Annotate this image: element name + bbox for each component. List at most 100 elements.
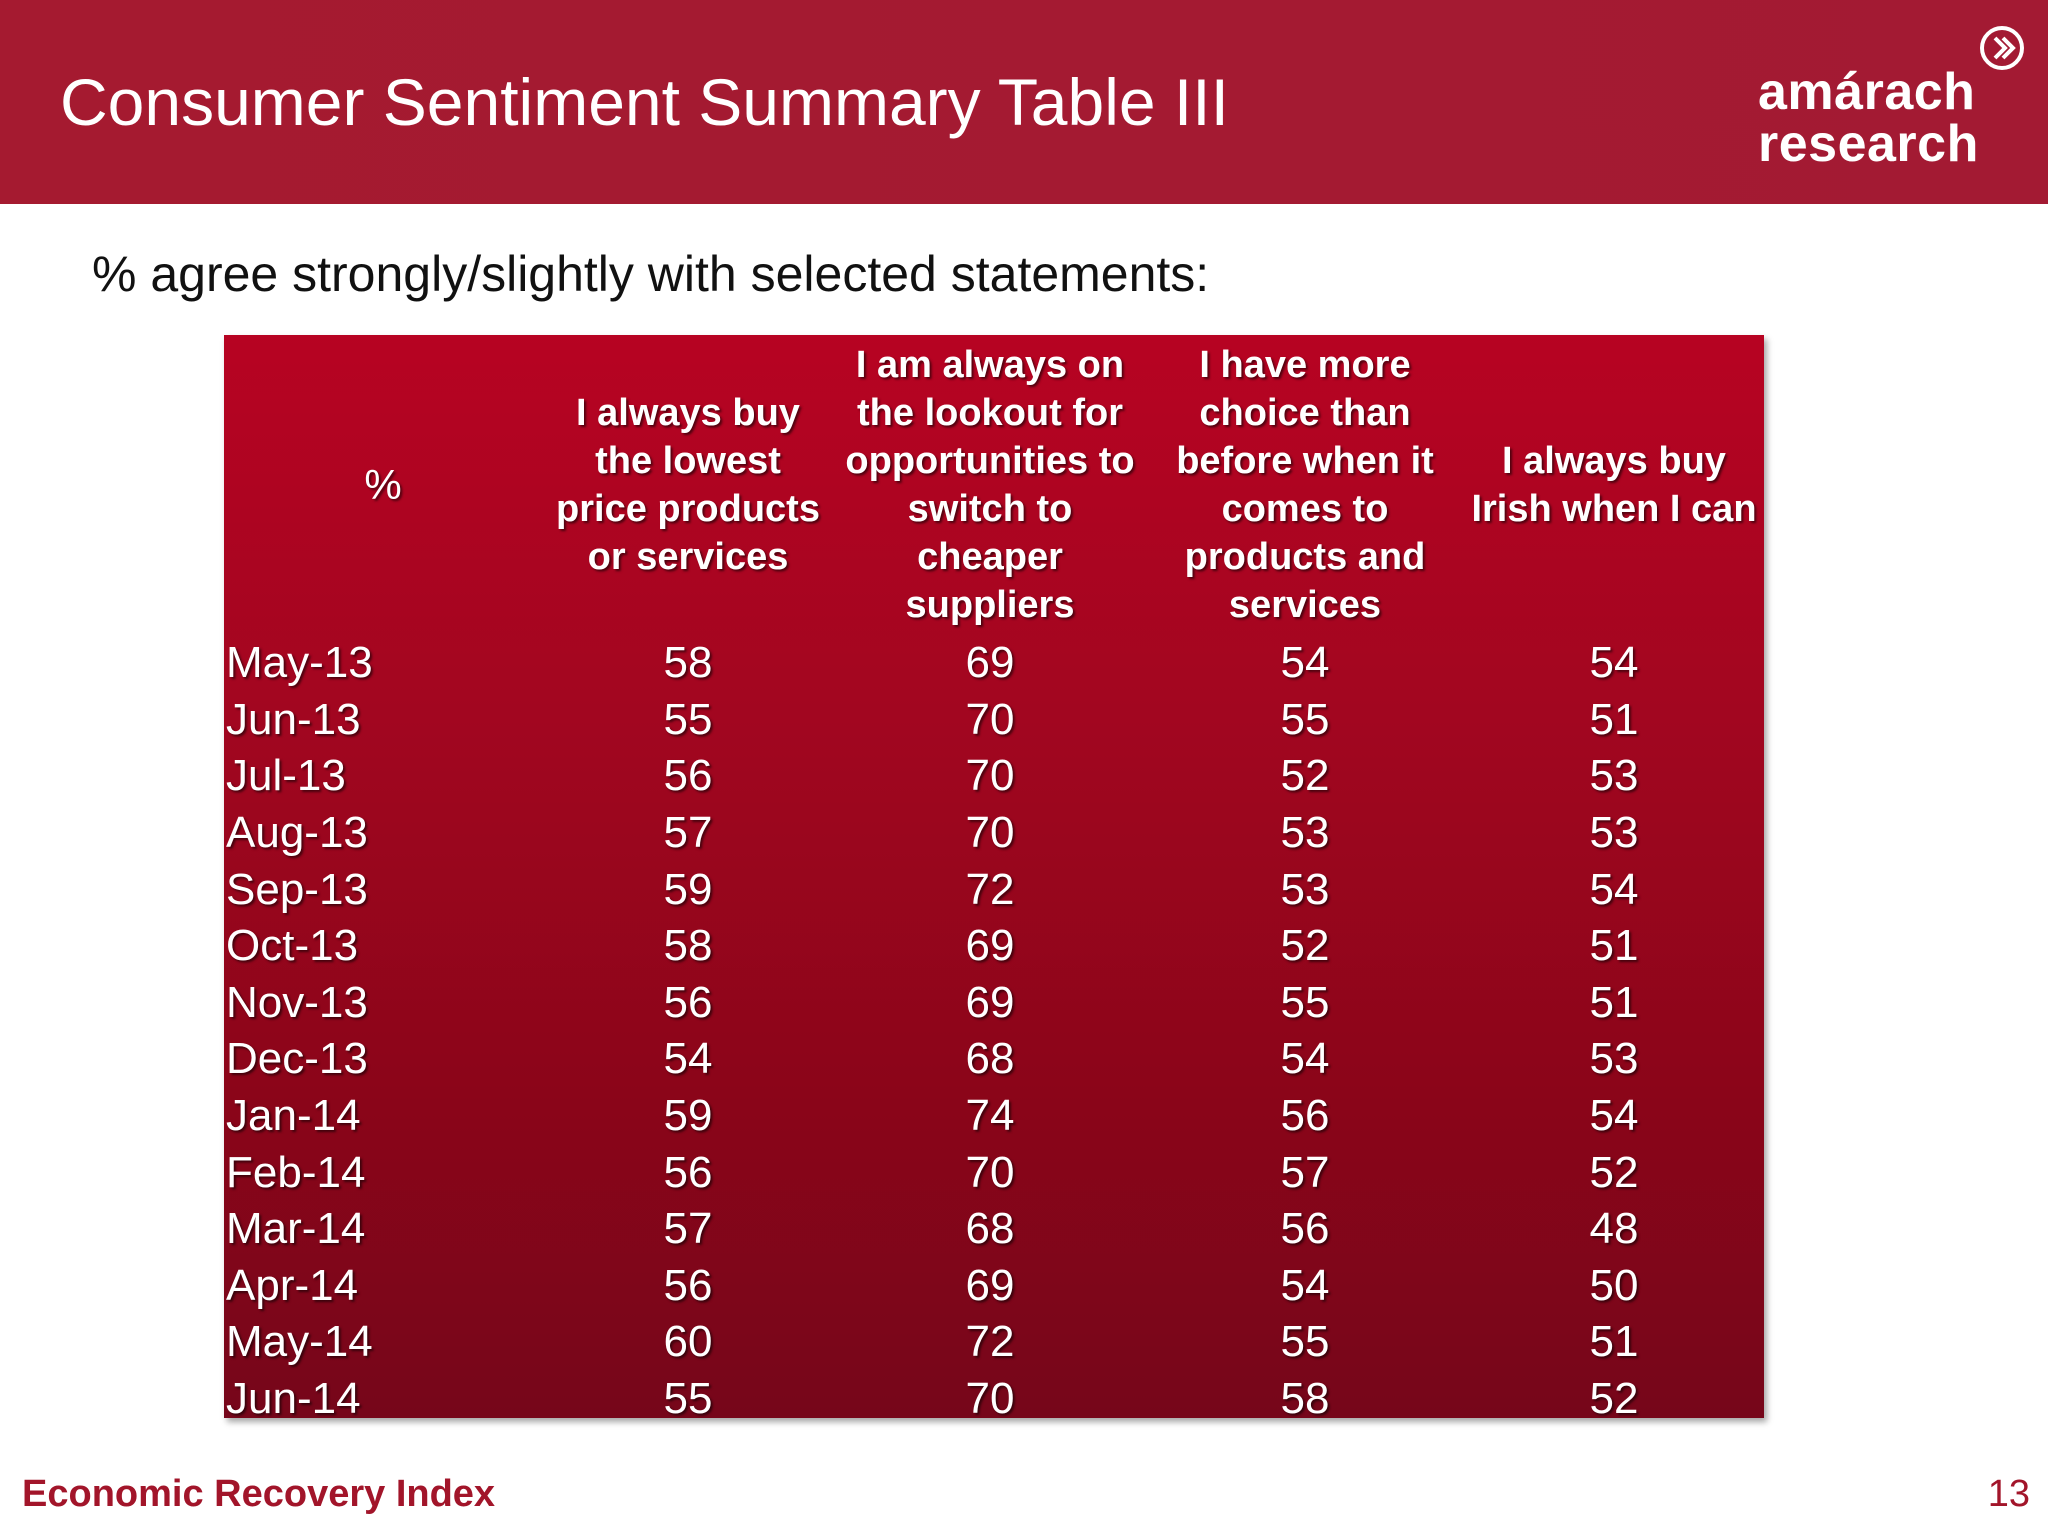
table-cell: 69 xyxy=(965,977,1015,1027)
table-cell: 51 xyxy=(1589,977,1639,1027)
table-cell: 52 xyxy=(1589,1374,1639,1424)
table-row: Sep-13 59 72 53 54 xyxy=(224,861,1764,918)
table-row: May-13 58 69 54 54 xyxy=(224,635,1764,692)
table-cell: 55 xyxy=(1280,694,1330,744)
sentiment-table: % I always buy the lowest price products… xyxy=(224,335,1764,1427)
table-cell: 54 xyxy=(1280,1260,1330,1310)
table-cell: 51 xyxy=(1589,694,1639,744)
logo-line-1: amárach xyxy=(1758,63,1976,121)
table-cell: 72 xyxy=(965,1317,1015,1367)
table-cell: 70 xyxy=(965,1147,1015,1197)
table-row: Jun-14 55 70 58 52 xyxy=(224,1371,1764,1428)
column-header: I always buy Irish when I can xyxy=(1471,440,1757,530)
table-cell: 69 xyxy=(965,1260,1015,1310)
row-month: Jan-14 xyxy=(226,1091,361,1141)
table-cell: 59 xyxy=(663,864,713,914)
table-cell: 50 xyxy=(1589,1260,1639,1310)
row-month: Apr-14 xyxy=(226,1260,359,1310)
row-month: Nov-13 xyxy=(226,977,368,1027)
table-cell: 72 xyxy=(965,864,1015,914)
table-cell: 58 xyxy=(663,921,713,971)
row-month: Jun-13 xyxy=(226,694,361,744)
table-row: Apr-14 56 69 54 50 xyxy=(224,1258,1764,1315)
table-cell: 56 xyxy=(663,751,713,801)
logo-line-2: research xyxy=(1758,115,1979,173)
table-cell: 56 xyxy=(663,977,713,1027)
table-row: Mar-14 57 68 56 48 xyxy=(224,1201,1764,1258)
row-month: May-13 xyxy=(226,638,373,688)
table-cell: 74 xyxy=(965,1091,1015,1141)
page-number: 13 xyxy=(1987,1473,2030,1515)
table-row: May-14 60 72 55 51 xyxy=(224,1314,1764,1371)
table-cell: 57 xyxy=(663,808,713,858)
table-cell: 52 xyxy=(1280,921,1330,971)
table-cell: 58 xyxy=(663,638,713,688)
column-header: I am always on the lookout for opportuni… xyxy=(845,344,1135,626)
table-cell: 68 xyxy=(965,1204,1015,1254)
row-month: Jun-14 xyxy=(226,1374,361,1424)
row-month: Mar-14 xyxy=(226,1204,366,1254)
table-cell: 68 xyxy=(965,1034,1015,1084)
table-cell: 55 xyxy=(663,1374,713,1424)
table-cell: 53 xyxy=(1280,864,1330,914)
table-row: Aug-13 57 70 53 53 xyxy=(224,805,1764,862)
slide-title: Consumer Sentiment Summary Table III xyxy=(60,65,1229,139)
table-cell: 51 xyxy=(1589,1317,1639,1367)
column-header: I always buy the lowest price products o… xyxy=(556,392,820,578)
row-month: Dec-13 xyxy=(226,1034,368,1084)
table-row: Dec-13 54 68 54 53 xyxy=(224,1031,1764,1088)
table-row: Feb-14 56 70 57 52 xyxy=(224,1144,1764,1201)
table-cell: 56 xyxy=(663,1147,713,1197)
table-cell: 58 xyxy=(1280,1374,1330,1424)
table-cell: 55 xyxy=(1280,1317,1330,1367)
row-month: Feb-14 xyxy=(226,1147,366,1197)
table-cell: 70 xyxy=(965,694,1015,744)
table-cell: 53 xyxy=(1589,808,1639,858)
table-cell: 53 xyxy=(1589,1034,1639,1084)
row-month: Oct-13 xyxy=(226,921,359,971)
table-cell: 54 xyxy=(1589,638,1639,688)
table-row: Jul-13 56 70 52 53 xyxy=(224,748,1764,805)
row-month: Aug-13 xyxy=(226,808,368,858)
table-cell: 54 xyxy=(1280,1034,1330,1084)
table-header-row: % I always buy the lowest price products… xyxy=(224,335,1764,635)
table-cell: 52 xyxy=(1589,1147,1639,1197)
row-month: Jul-13 xyxy=(226,751,346,801)
table-cell: 53 xyxy=(1280,808,1330,858)
table-cell: 54 xyxy=(1589,1091,1639,1141)
table-cell: 57 xyxy=(1280,1147,1330,1197)
table-cell: 70 xyxy=(965,808,1015,858)
table-cell: 48 xyxy=(1589,1204,1639,1254)
chevron-circle-icon xyxy=(1980,26,2024,70)
header-bar: Consumer Sentiment Summary Table III amá… xyxy=(0,0,2048,204)
table-cell: 54 xyxy=(1589,864,1639,914)
footer-title: Economic Recovery Index xyxy=(22,1473,496,1515)
table-row: Oct-13 58 69 52 51 xyxy=(224,918,1764,975)
table-cell: 53 xyxy=(1589,751,1639,801)
table-caption: % agree strongly/slightly with selected … xyxy=(92,246,1210,302)
table-cell: 57 xyxy=(663,1204,713,1254)
table-cell: 56 xyxy=(663,1260,713,1310)
table-row: Jun-13 55 70 55 51 xyxy=(224,692,1764,749)
table-cell: 51 xyxy=(1589,921,1639,971)
table-cell: 70 xyxy=(965,751,1015,801)
table-cell: 52 xyxy=(1280,751,1330,801)
column-header: I have more choice than before when it c… xyxy=(1176,344,1434,626)
table-cell: 69 xyxy=(965,638,1015,688)
table-cell: 59 xyxy=(663,1091,713,1141)
table-cell: 56 xyxy=(1280,1091,1330,1141)
table-cell: 56 xyxy=(1280,1204,1330,1254)
sentiment-table-panel: % I always buy the lowest price products… xyxy=(224,335,1764,1423)
table-cell: 55 xyxy=(1280,977,1330,1027)
table-cell: 54 xyxy=(1280,638,1330,688)
table-row: Nov-13 56 69 55 51 xyxy=(224,975,1764,1032)
table-cell: 55 xyxy=(663,694,713,744)
amarach-logo: amárach research xyxy=(1752,24,2032,174)
row-month: Sep-13 xyxy=(226,864,368,914)
corner-header: % xyxy=(364,461,402,508)
table-cell: 54 xyxy=(663,1034,713,1084)
table-cell: 60 xyxy=(663,1317,713,1367)
table-row: Jan-14 59 74 56 54 xyxy=(224,1088,1764,1145)
row-month: May-14 xyxy=(226,1317,373,1367)
table-cell: 69 xyxy=(965,921,1015,971)
